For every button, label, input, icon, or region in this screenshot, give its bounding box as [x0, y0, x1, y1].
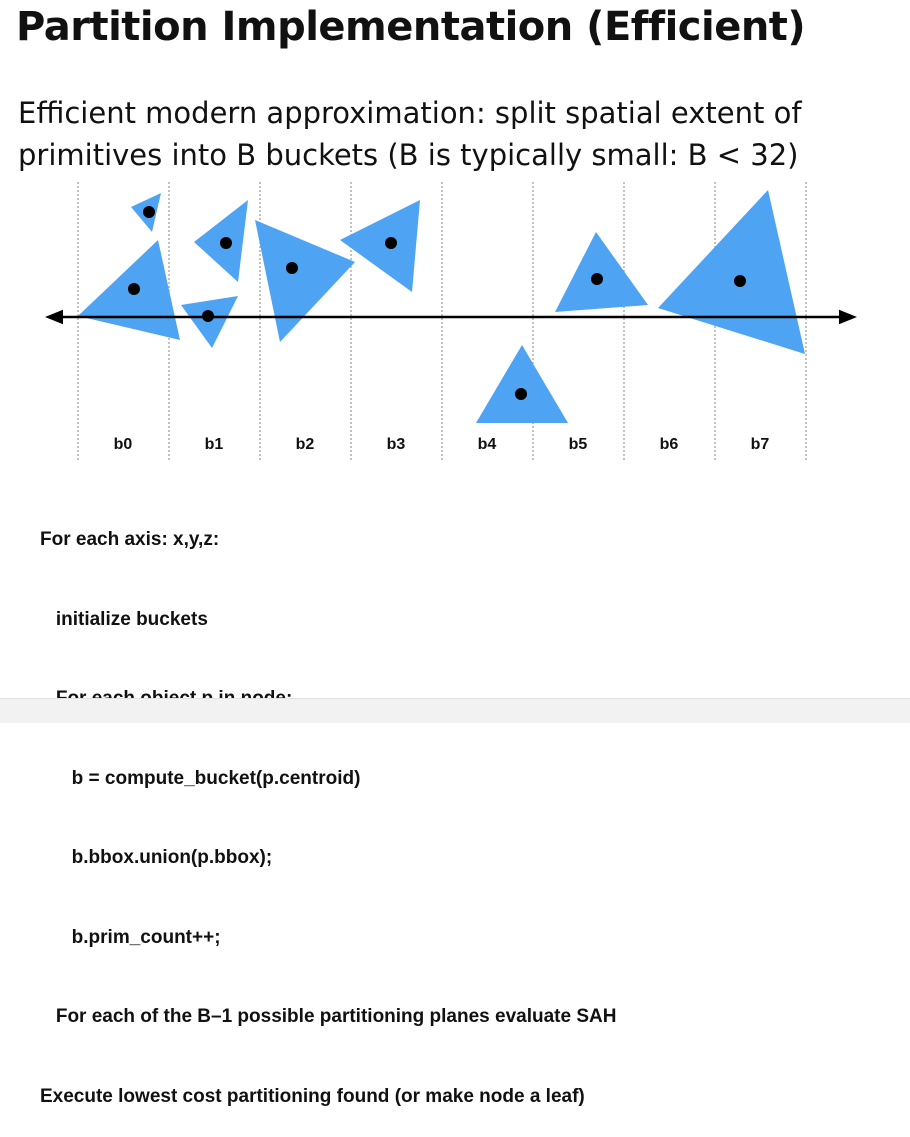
bucket-diagram: b0 b1 b2 b3 b4 b5 b6 b7: [44, 180, 858, 462]
pseudocode-line: Execute lowest cost partitioning found (…: [40, 1085, 585, 1107]
bottom-bar: [0, 698, 910, 723]
bucket-label-b4: b4: [478, 436, 497, 453]
triangle-primitive: [658, 190, 805, 354]
triangle-primitive: [476, 345, 568, 423]
centroid-dot: [220, 237, 232, 249]
centroid-dot: [734, 275, 746, 287]
bucket-label-b7: b7: [751, 436, 770, 453]
bucket-label-b6: b6: [660, 436, 679, 453]
pseudocode-line: For each axis: x,y,z:: [40, 529, 220, 550]
subtitle-line-1: Efficient modern approximation: split sp…: [18, 96, 802, 130]
bucket-label-b5: b5: [569, 436, 588, 453]
pseudocode-line: For each of the B–1 possible partitionin…: [40, 1006, 617, 1027]
pseudocode-line: b.prim_count++;: [40, 926, 221, 948]
bucket-label-b1: b1: [205, 436, 224, 453]
triangle-primitive: [555, 232, 648, 312]
triangle-primitive: [181, 296, 238, 348]
subtitle-line-2: primitives into B buckets (B is typicall…: [18, 138, 799, 172]
centroid-dot: [591, 273, 603, 285]
triangle-primitive: [340, 200, 420, 292]
centroid-dot: [202, 310, 214, 322]
centroid-dot: [143, 206, 155, 218]
bucket-label-b3: b3: [387, 436, 406, 453]
pseudocode-line: initialize buckets: [40, 608, 208, 630]
subtitle: Efficient modern approximation: split sp…: [18, 92, 802, 176]
bucket-label-b0: b0: [114, 436, 133, 453]
centroids: [128, 206, 746, 400]
centroid-dot: [128, 283, 140, 295]
bucket-dividers: [77, 180, 807, 462]
pseudocode-block: For each axis: x,y,z: initialize buckets…: [40, 474, 616, 1137]
bucket-labels: b0 b1 b2 b3 b4 b5 b6 b7: [114, 436, 770, 453]
triangle-primitive: [255, 220, 355, 342]
bucket-label-b2: b2: [296, 436, 315, 453]
pseudocode-line: b.bbox.union(p.bbox);: [40, 847, 273, 868]
centroid-dot: [515, 388, 527, 400]
centroid-dot: [286, 262, 298, 274]
centroid-dot: [385, 237, 397, 249]
pseudocode-line: b = compute_bucket(p.centroid): [40, 767, 361, 789]
slide-title: Partition Implementation (Efficient): [16, 4, 806, 50]
